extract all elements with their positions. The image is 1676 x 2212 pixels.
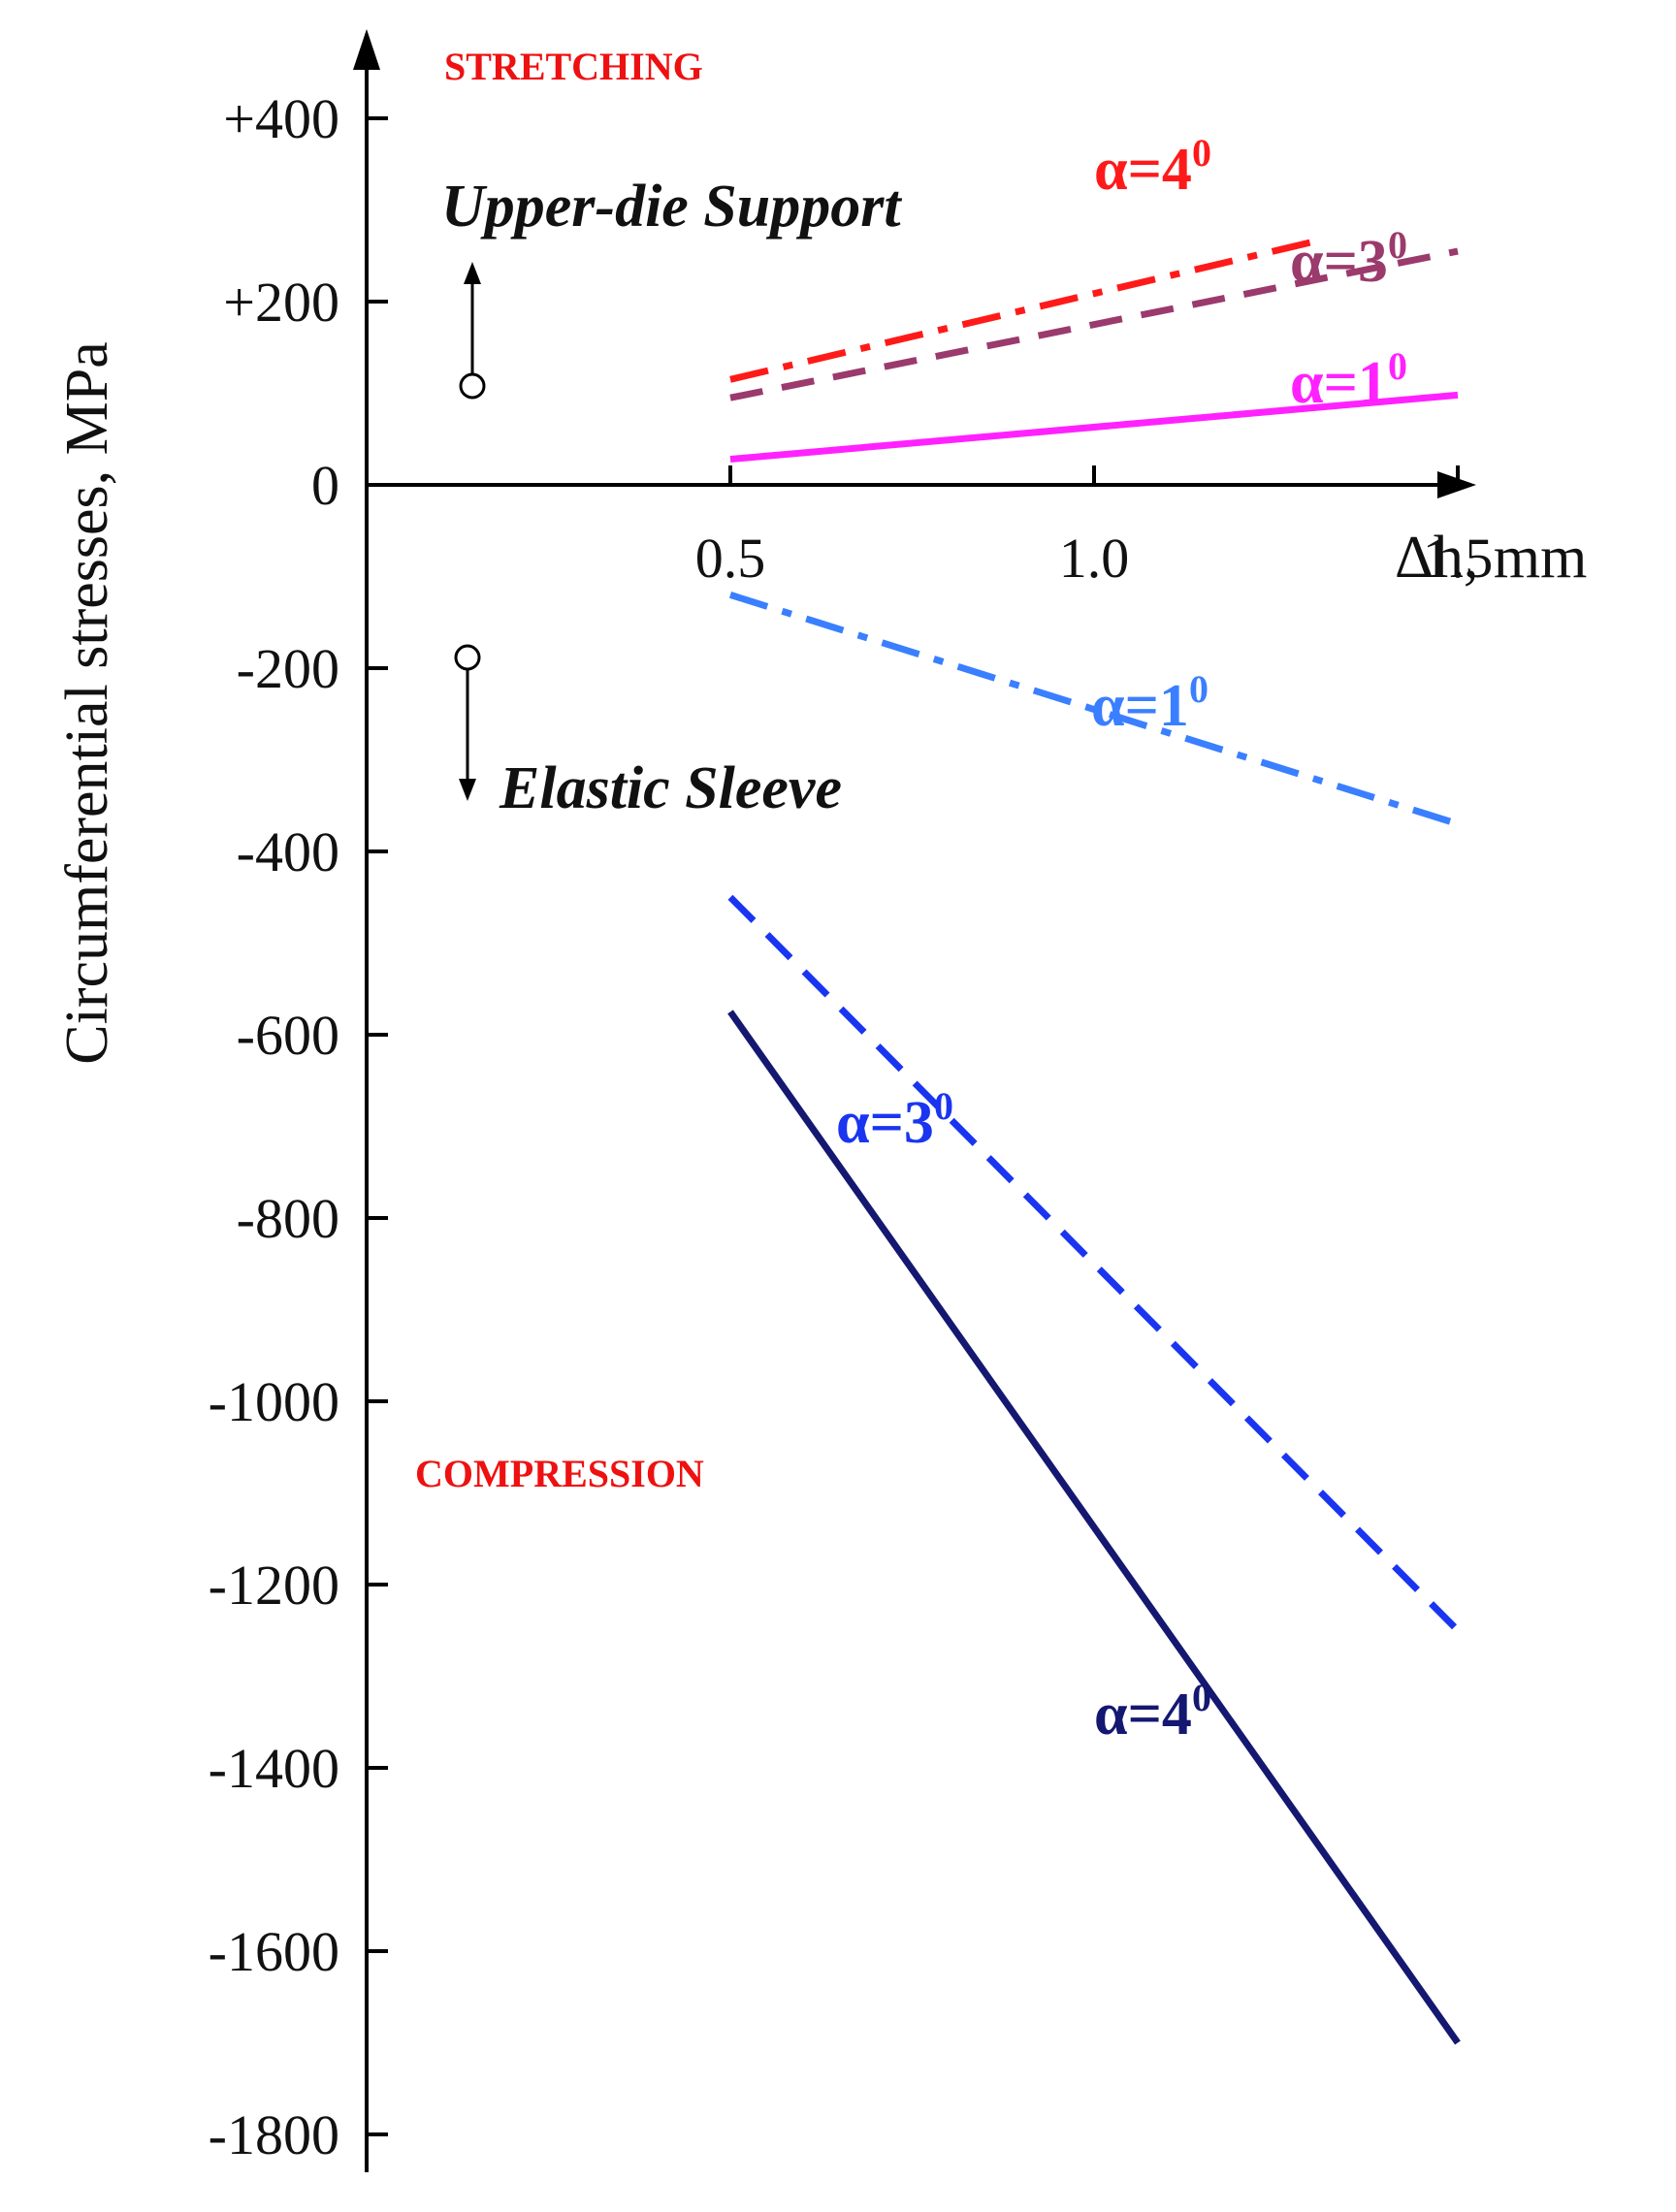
series-line-lower-3 xyxy=(728,592,1460,827)
y-tick-label: -1600 xyxy=(209,1920,339,1983)
y-ticks: +400 +200 0 -200 -400 -600 -800 -1000 -1200 -1400… xyxy=(209,87,388,2166)
up-arrow-icon xyxy=(459,262,486,400)
y-tick-label: +400 xyxy=(223,87,339,150)
series-label-lower-4: α=30 xyxy=(836,1084,953,1156)
series-line-lower-5 xyxy=(727,1010,1461,2045)
upper-die-support-label: Upper-die Support xyxy=(441,174,902,240)
stretching-label: STRETCHING xyxy=(444,45,703,88)
series-line-upper-2 xyxy=(729,391,1459,464)
elastic-sleeve-label: Elastic Sleeve xyxy=(499,755,842,821)
y-tick-label: 0 xyxy=(311,454,339,517)
x-tick-label: 1.0 xyxy=(1059,527,1130,590)
down-arrow-icon xyxy=(454,644,481,801)
series-line-lower-4 xyxy=(727,894,1461,1633)
y-axis-title: Circumferential stresses, MPa xyxy=(54,341,120,1065)
series-label-lower-5: α=40 xyxy=(1094,1676,1211,1747)
series-label-upper-1: α=30 xyxy=(1290,223,1407,295)
y-tick-label: -1400 xyxy=(209,1737,339,1800)
x-tick-label: 1.5 xyxy=(1423,527,1494,590)
series-label-upper-2: α=10 xyxy=(1290,344,1407,416)
series-group xyxy=(727,239,1461,2045)
y-tick-label: +200 xyxy=(223,271,339,334)
x-tick-label: 0.5 xyxy=(695,527,766,590)
y-tick-label: -400 xyxy=(237,820,339,883)
x-ticks: 0.5 1.0 1.5 xyxy=(695,465,1494,590)
series-label-lower-3: α=10 xyxy=(1091,667,1209,739)
compression-label: COMPRESSION xyxy=(415,1452,704,1495)
y-axis-arrow xyxy=(353,29,380,70)
y-tick-label: -1000 xyxy=(209,1370,339,1433)
series-labels: α=40 α=30 α=10 α=10 α=30 α=40 xyxy=(836,131,1407,1747)
y-tick-label: -1200 xyxy=(209,1554,339,1617)
y-tick-label: -1800 xyxy=(209,2103,339,2166)
series-line-upper-1 xyxy=(729,247,1459,401)
series-line-upper-0 xyxy=(729,239,1313,383)
y-tick-label: -200 xyxy=(237,637,339,700)
y-tick-label: -600 xyxy=(237,1004,339,1067)
series-label-upper-0: α=40 xyxy=(1094,131,1211,203)
y-tick-label: -800 xyxy=(237,1187,339,1250)
x-axis-title: Δh, mm xyxy=(1395,525,1587,591)
